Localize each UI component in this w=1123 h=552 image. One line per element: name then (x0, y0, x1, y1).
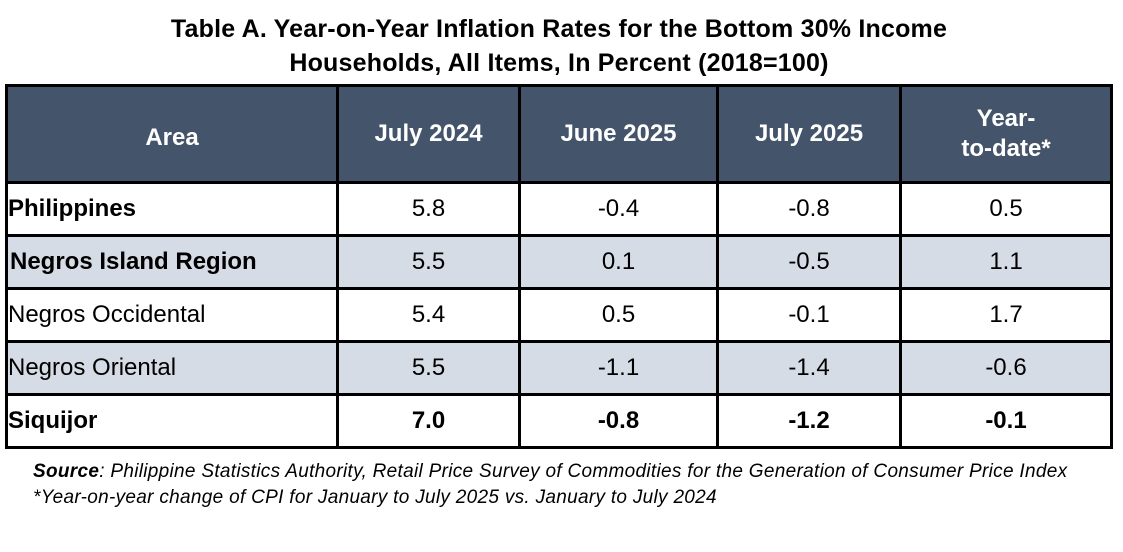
row-area-name: Philippines (5, 181, 339, 237)
cell-july-2025: -0.8 (716, 181, 902, 237)
cell-july-2024: 5.5 (336, 234, 521, 290)
row-area-name: Negros Occidental (5, 287, 339, 343)
row-area-name: Negros Island Region (5, 234, 339, 290)
cell-july-2024: 5.8 (336, 181, 521, 237)
cell-july-2025: -1.2 (716, 393, 902, 449)
header-year-to-date-line-1: Year- (976, 105, 1036, 132)
cell-year-to-date: 1.1 (899, 234, 1113, 290)
table-row-negros-occidental: Negros Occidental 5.4 0.5 -0.1 1.7 (5, 287, 1113, 343)
cell-july-2024: 5.5 (336, 340, 521, 396)
source-note: Source: Philippine Statistics Authority,… (33, 461, 1113, 483)
header-year-to-date: Year- to-date* (899, 84, 1113, 184)
header-area: Area (5, 84, 339, 184)
cell-june-2025: 0.1 (518, 234, 719, 290)
table-row-philippines: Philippines 5.8 -0.4 -0.8 0.5 (5, 181, 1113, 237)
cell-june-2025: -0.8 (518, 393, 719, 449)
source-label: Source (33, 461, 100, 482)
table-notes: Source: Philippine Statistics Authority,… (33, 461, 1113, 509)
cell-july-2025: -0.1 (716, 287, 902, 343)
cell-july-2024: 7.0 (336, 393, 521, 449)
header-july-2024: July 2024 (336, 84, 521, 184)
header-year-to-date-line-2: to-date* (961, 135, 1051, 162)
table-title: Table A. Year-on-Year Inflation Rates fo… (0, 12, 1118, 80)
table-header: Area July 2024 June 2025 July 2025 Year-… (5, 84, 1113, 184)
table-row-negros-island-region: Negros Island Region 5.5 0.1 -0.5 1.1 (5, 234, 1113, 290)
cell-july-2025: -1.4 (716, 340, 902, 396)
row-area-name: Siquijor (5, 393, 339, 449)
inflation-table: Area July 2024 June 2025 July 2025 Year-… (5, 84, 1113, 449)
cell-july-2024: 5.4 (336, 287, 521, 343)
row-area-name: Negros Oriental (5, 340, 339, 396)
asterisk-note: *Year-on-year change of CPI for January … (33, 487, 717, 508)
cell-year-to-date: -0.1 (899, 393, 1113, 449)
table-body: Philippines 5.8 -0.4 -0.8 0.5 Negros Isl… (5, 181, 1113, 449)
header-june-2025: June 2025 (518, 84, 719, 184)
header-row: Area July 2024 June 2025 July 2025 Year-… (5, 84, 1113, 184)
table-row-siquijor: Siquijor 7.0 -0.8 -1.2 -0.1 (5, 393, 1113, 449)
cell-year-to-date: 1.7 (899, 287, 1113, 343)
source-text: : Philippine Statistics Authority, Retai… (99, 461, 1068, 482)
cell-june-2025: 0.5 (518, 287, 719, 343)
cell-june-2025: -0.4 (518, 181, 719, 237)
cell-year-to-date: 0.5 (899, 181, 1113, 237)
table-title-line-1: Table A. Year-on-Year Inflation Rates fo… (170, 15, 948, 43)
table-title-line-2: Households, All Items, In Percent (2018=… (289, 49, 829, 77)
header-july-2025: July 2025 (716, 84, 902, 184)
table-row-negros-oriental: Negros Oriental 5.5 -1.1 -1.4 -0.6 (5, 340, 1113, 396)
cell-june-2025: -1.1 (518, 340, 719, 396)
cell-july-2025: -0.5 (716, 234, 902, 290)
cell-year-to-date: -0.6 (899, 340, 1113, 396)
